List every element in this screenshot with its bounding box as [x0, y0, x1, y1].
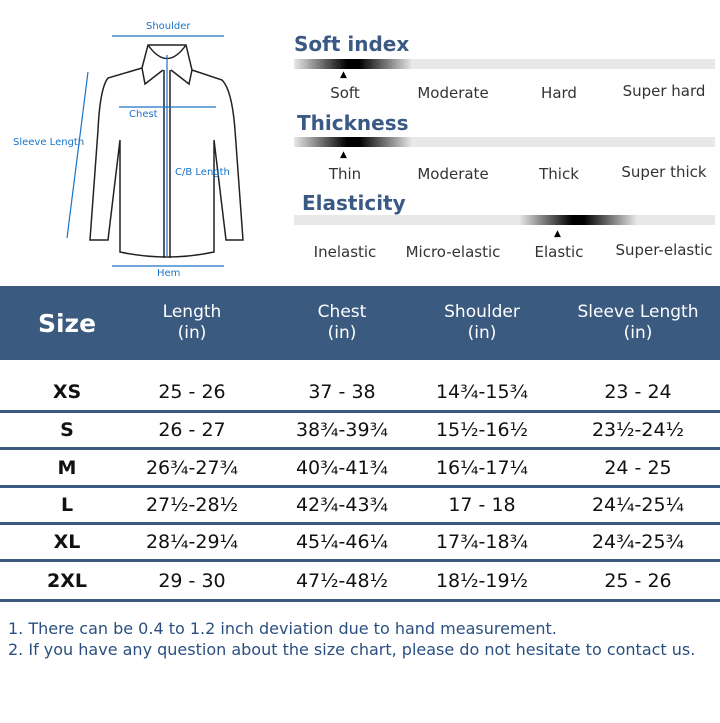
measurement-cell: 24¾-25¾: [591, 531, 685, 553]
soft-index-scale: [294, 59, 715, 69]
measurement-cell: 47½-48½: [295, 569, 389, 592]
triangle-marker-icon: ▲: [340, 150, 347, 160]
table-row: M 26¾-27¾ 40¾-41¾ 16¼-17¼ 24 - 25: [0, 450, 720, 488]
measurement-cell: 23½-24½: [591, 419, 685, 441]
measurement-cell: 14¾-15¾: [435, 381, 529, 403]
hem-label: Hem: [157, 268, 181, 279]
option-thick: Thick: [539, 165, 579, 183]
table-row: XS 25 - 26 37 - 38 14¾-15¾ 23 - 24: [0, 360, 720, 413]
triangle-marker-icon: ▲: [340, 70, 347, 80]
elasticity-title: Elasticity: [302, 191, 406, 215]
size-cell: M: [57, 456, 77, 479]
measurement-cell: 24 - 25: [604, 456, 672, 479]
option-super-hard: Super hard: [622, 82, 706, 100]
header-length: Length (in): [162, 302, 222, 343]
option-inelastic: Inelastic: [313, 243, 377, 261]
note-2: 2. If you have any question about the si…: [8, 640, 696, 659]
measurement-cell: 17 - 18: [448, 494, 516, 516]
measurement-cell: 29 - 30: [158, 569, 226, 592]
shoulder-label: Shoulder: [146, 21, 191, 32]
chest-label: Chest: [129, 109, 158, 120]
header-chest: Chest (in): [317, 302, 367, 343]
measurement-cell: 42¾-43¾: [295, 494, 389, 516]
sleeve-length-label: Sleeve Length: [13, 137, 85, 148]
soft-index-title: Soft index: [294, 32, 410, 56]
option-soft: Soft: [330, 84, 360, 102]
size-cell: 2XL: [47, 569, 87, 592]
header-sleeve-length: Sleeve Length (in): [577, 302, 699, 343]
measurement-cell: 24¼-25¼: [591, 494, 685, 516]
option-elastic: Elastic: [534, 243, 584, 261]
option-thin: Thin: [328, 165, 362, 183]
size-table-header: Size Length (in) Chest (in) Shoulder (in) S…: [0, 286, 720, 360]
size-cell: XL: [53, 531, 81, 553]
size-cell: L: [60, 494, 74, 516]
option-super-thick: Super thick: [621, 163, 707, 181]
option-moderate: Moderate: [417, 165, 489, 183]
table-row: L 27½-28½ 42¾-43¾ 17 - 18 24¼-25¼: [0, 488, 720, 525]
measurement-cell: 26¾-27¾: [145, 456, 239, 479]
shirt-diagram: Shoulder Chest Sleeve Length C/B Length …: [0, 0, 280, 280]
header-size: Size: [37, 308, 97, 338]
measurement-cell: 27½-28½: [145, 494, 239, 516]
measurement-cell: 23 - 24: [604, 381, 672, 403]
thickness-scale: [294, 137, 715, 147]
size-cell: S: [60, 419, 74, 441]
measurement-cell: 37 - 38: [308, 381, 376, 403]
table-row: S 26 - 27 38¾-39¾ 15½-16½ 23½-24½: [0, 413, 720, 450]
elasticity-scale: [294, 215, 715, 225]
thickness-title: Thickness: [297, 111, 409, 135]
measurement-cell: 26 - 27: [158, 419, 226, 441]
triangle-marker-icon: ▲: [554, 229, 561, 239]
option-moderate: Moderate: [417, 84, 489, 102]
table-row: 2XL 29 - 30 47½-48½ 18½-19½ 25 - 26: [0, 562, 720, 602]
shirt-outline-icon: [66, 35, 244, 267]
option-super-elastic: Super-elastic: [615, 241, 713, 259]
measurement-cell: 25 - 26: [158, 381, 226, 403]
measurement-cell: 17¾-18¾: [435, 531, 529, 553]
measurement-cell: 38¾-39¾: [295, 419, 389, 441]
table-row: XL 28¼-29¼ 45¼-46¼ 17¾-18¾ 24¾-25¾: [0, 525, 720, 562]
measurement-cell: 16¼-17¼: [435, 456, 529, 479]
measurement-cell: 40¾-41¾: [295, 456, 389, 479]
note-1: 1. There can be 0.4 to 1.2 inch deviatio…: [8, 619, 557, 638]
measurement-cell: 18½-19½: [435, 569, 529, 592]
measurement-cell: 15½-16½: [435, 419, 529, 441]
size-cell: XS: [52, 381, 82, 403]
header-shoulder: Shoulder (in): [444, 302, 520, 343]
measurement-cell: 28¼-29¼: [145, 531, 239, 553]
measurement-cell: 25 - 26: [604, 569, 672, 592]
option-hard: Hard: [541, 84, 577, 102]
option-micro-elastic: Micro-elastic: [405, 243, 501, 261]
cb-length-label: C/B Length: [175, 167, 230, 178]
measurement-cell: 45¼-46¼: [295, 531, 389, 553]
